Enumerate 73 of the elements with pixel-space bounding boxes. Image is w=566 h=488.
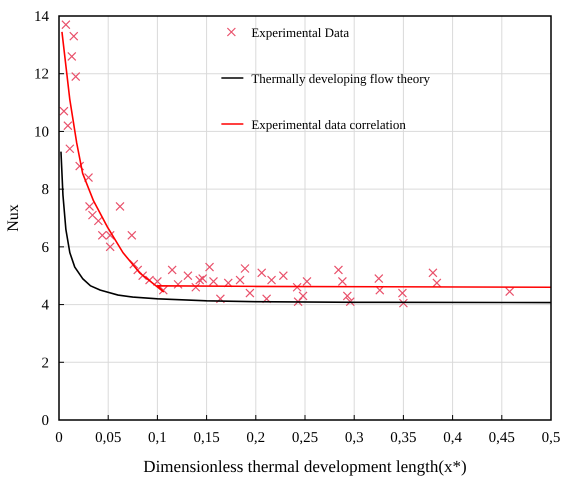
point — [84, 202, 94, 212]
y-axis-title: Nux — [5, 204, 22, 232]
point — [235, 275, 245, 285]
point — [127, 230, 136, 240]
point — [198, 274, 208, 284]
point — [375, 286, 384, 295]
point — [266, 275, 276, 285]
point — [292, 282, 302, 292]
point — [346, 297, 355, 306]
point — [374, 274, 384, 284]
point — [94, 216, 103, 226]
point — [245, 288, 254, 298]
y-tick-label: 8 — [42, 182, 49, 198]
point — [69, 32, 78, 41]
legend-label: Thermally developing flow theory — [251, 71, 431, 86]
legend-label: Experimental data correlation — [251, 117, 406, 132]
point — [257, 268, 266, 278]
point — [208, 276, 218, 286]
x-tick-label: 0,45 — [488, 430, 515, 446]
y-tick-label: 4 — [42, 298, 50, 314]
point — [191, 282, 200, 292]
point — [168, 265, 177, 275]
point — [262, 294, 272, 304]
point — [65, 144, 74, 154]
legend-label: Experimental Data — [251, 25, 350, 40]
x-tick-label: 0 — [55, 430, 63, 446]
point — [398, 298, 408, 308]
y-tick-label: 14 — [34, 9, 50, 25]
point — [432, 278, 442, 288]
point — [67, 52, 76, 61]
point — [505, 286, 514, 296]
point — [129, 260, 138, 269]
point — [204, 262, 214, 272]
point — [342, 291, 352, 301]
y-tick-label: 0 — [42, 413, 49, 429]
point — [298, 291, 308, 301]
point — [115, 202, 125, 212]
point — [59, 106, 69, 116]
point — [63, 121, 72, 130]
x-tick-label: 0,15 — [193, 430, 220, 446]
x-tick-label: 0,5 — [542, 430, 560, 446]
x-axis-title: Dimensionless thermal development length(x*) — [143, 457, 467, 476]
point — [224, 278, 233, 288]
point — [173, 280, 183, 289]
y-tick-label: 2 — [42, 355, 49, 372]
x-tick-label: 0,35 — [390, 430, 417, 446]
point — [278, 271, 288, 280]
x-tick-label: 0,05 — [95, 430, 122, 446]
point — [338, 276, 347, 286]
y-tick-label: 10 — [34, 124, 49, 140]
x-tick-label: 0,1 — [148, 430, 167, 446]
point — [334, 265, 344, 275]
point — [84, 173, 94, 182]
point — [240, 264, 250, 274]
point — [61, 20, 70, 30]
point — [71, 72, 80, 82]
point — [302, 276, 312, 286]
point — [75, 161, 84, 171]
x-tick-label: 0,25 — [292, 430, 318, 446]
point — [106, 242, 115, 252]
y-tick-label: 12 — [34, 66, 49, 83]
point — [428, 268, 438, 278]
point — [294, 297, 303, 306]
y-tick-label: 6 — [42, 240, 50, 256]
point — [88, 210, 98, 220]
x-tick-label: 0,4 — [443, 430, 462, 446]
point — [183, 271, 193, 280]
point — [195, 275, 204, 285]
x-tick-label: 0,3 — [344, 430, 364, 446]
point — [216, 294, 225, 304]
x-tick-label: 0,2 — [246, 430, 266, 446]
point — [158, 286, 168, 295]
point — [398, 288, 408, 298]
